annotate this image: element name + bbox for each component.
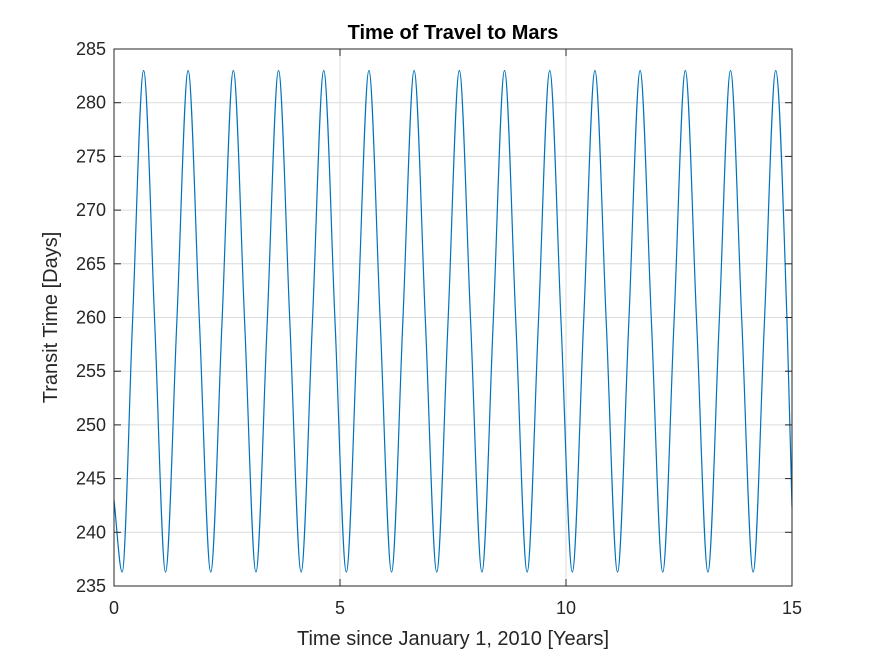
y-tick-label: 240 (76, 522, 106, 542)
grid-lines (114, 49, 792, 586)
y-tick-labels: 235 240 245 250 255 260 265 270 275 280 285 (76, 39, 106, 596)
series-line (113, 69, 793, 573)
y-tick-label: 255 (76, 361, 106, 381)
y-tick-label: 235 (76, 576, 106, 596)
chart-title: Time of Travel to Mars (348, 22, 559, 44)
y-tick-label: 280 (76, 93, 106, 113)
x-tick-label: 0 (109, 598, 119, 618)
x-tick-label: 10 (556, 598, 576, 618)
y-tick-label: 285 (76, 39, 106, 59)
y-tick-label: 245 (76, 469, 106, 489)
x-tick-label: 15 (782, 598, 802, 618)
series-layer (113, 69, 793, 573)
y-tick-label: 265 (76, 254, 106, 274)
x-axis-label: Time since January 1, 2010 [Years] (297, 628, 609, 650)
y-axis-label: Transit Time [Days] (40, 232, 62, 404)
y-tick-label: 260 (76, 308, 106, 328)
y-tick-label: 275 (76, 146, 106, 166)
axis-ticks (113, 48, 793, 587)
y-tick-label: 250 (76, 415, 106, 435)
y-tick-label: 270 (76, 200, 106, 220)
x-tick-labels: 0 5 10 15 (109, 598, 802, 618)
x-tick-label: 5 (335, 598, 345, 618)
